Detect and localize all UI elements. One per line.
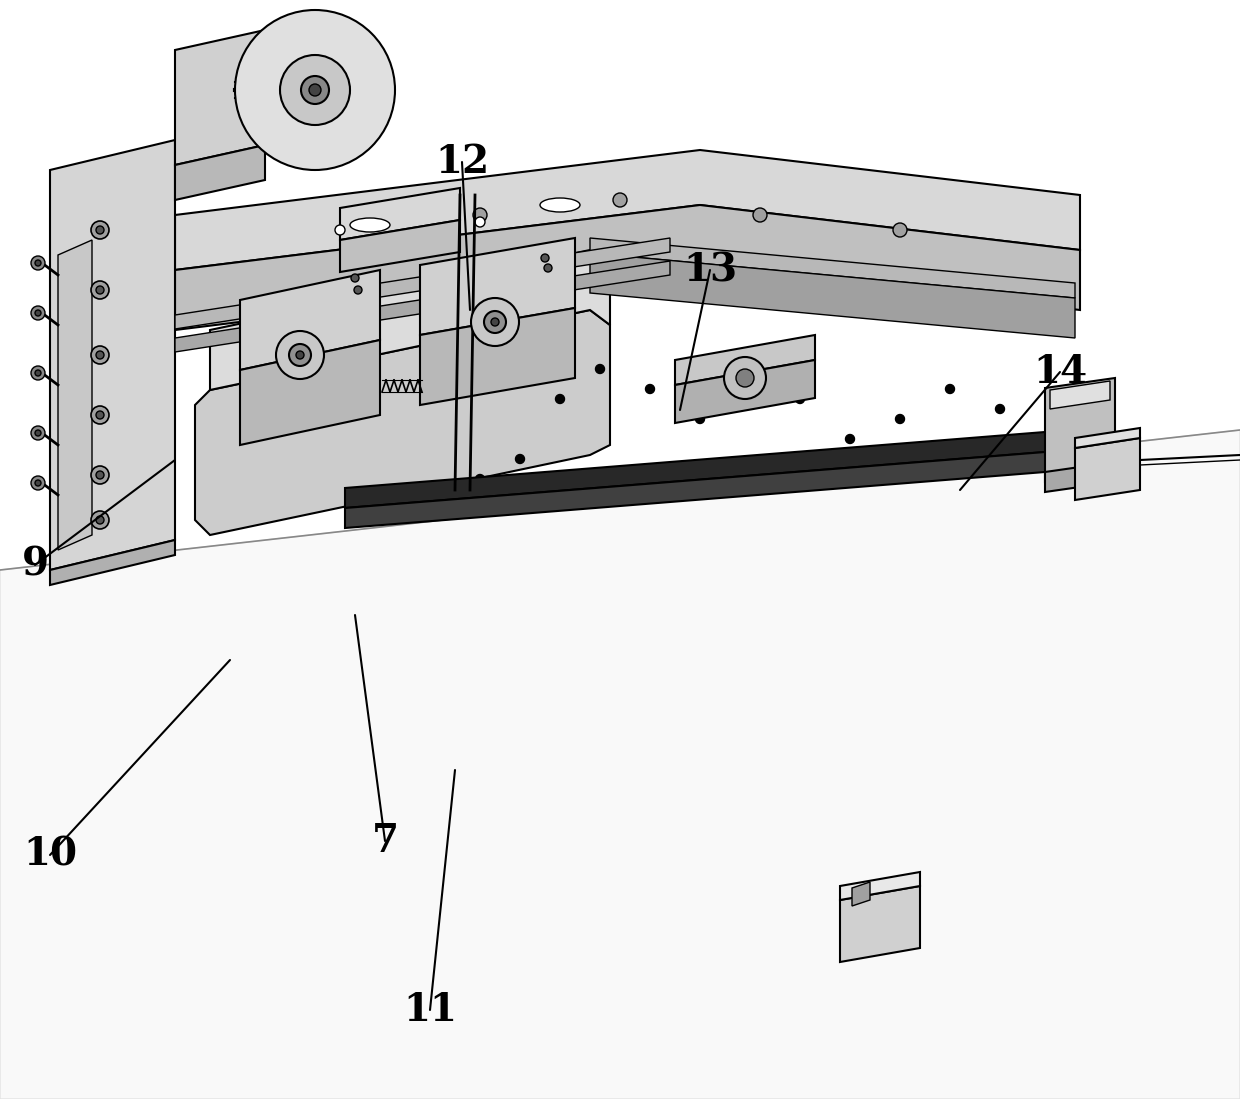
Polygon shape [1050,381,1110,409]
Polygon shape [340,188,460,240]
Polygon shape [175,30,265,165]
Circle shape [309,84,321,96]
Circle shape [35,370,41,376]
Polygon shape [1045,462,1115,492]
Circle shape [646,385,655,393]
Circle shape [95,471,104,479]
Circle shape [893,223,906,237]
Polygon shape [175,206,1080,330]
Circle shape [91,406,109,424]
Ellipse shape [539,198,580,212]
Circle shape [296,351,304,359]
Circle shape [31,476,45,490]
Text: 9: 9 [21,546,48,584]
Circle shape [91,221,109,238]
Polygon shape [420,238,575,335]
Circle shape [541,254,549,262]
Circle shape [796,395,805,403]
Circle shape [1095,404,1105,413]
Circle shape [696,414,704,423]
Circle shape [91,346,109,364]
Circle shape [753,208,768,222]
Polygon shape [675,335,815,385]
Circle shape [335,225,345,235]
Circle shape [95,286,104,295]
Ellipse shape [350,218,391,232]
Text: 10: 10 [22,836,77,874]
Circle shape [737,369,754,387]
Circle shape [945,385,955,393]
Polygon shape [590,238,1075,298]
Circle shape [91,466,109,484]
Circle shape [895,414,904,423]
Circle shape [301,76,329,104]
Circle shape [277,331,324,379]
Circle shape [724,357,766,399]
Polygon shape [241,270,379,370]
Circle shape [95,517,104,524]
Polygon shape [590,253,1075,338]
Text: 12: 12 [435,143,489,181]
Polygon shape [420,308,575,406]
Circle shape [35,310,41,317]
Polygon shape [241,340,379,445]
Polygon shape [175,260,670,352]
Circle shape [95,226,104,234]
Circle shape [544,264,552,271]
Polygon shape [1045,378,1115,482]
Circle shape [35,260,41,266]
Polygon shape [839,872,920,900]
Circle shape [472,208,487,222]
Polygon shape [210,249,610,390]
Circle shape [31,306,45,320]
Polygon shape [175,149,1080,270]
Polygon shape [58,240,92,550]
Circle shape [236,10,396,170]
Polygon shape [345,448,1095,528]
Polygon shape [195,310,610,535]
Circle shape [556,395,564,403]
Circle shape [91,511,109,529]
Text: 13: 13 [683,251,737,289]
Circle shape [484,311,506,333]
Polygon shape [50,540,175,585]
Circle shape [516,455,525,464]
Circle shape [745,375,754,384]
Circle shape [471,298,520,346]
Polygon shape [345,428,1095,508]
Polygon shape [1075,439,1140,500]
Circle shape [351,274,360,282]
Polygon shape [839,886,920,962]
Circle shape [996,404,1004,413]
Text: 7: 7 [372,822,398,861]
Circle shape [289,344,311,366]
Circle shape [31,366,45,380]
Circle shape [35,480,41,486]
Polygon shape [175,238,670,329]
Circle shape [280,55,350,125]
Circle shape [95,411,104,419]
Circle shape [475,475,485,484]
Polygon shape [340,220,460,271]
Polygon shape [675,360,815,423]
Polygon shape [1075,428,1140,448]
Circle shape [475,217,485,227]
Circle shape [1075,455,1085,464]
Text: 14: 14 [1033,353,1087,391]
Polygon shape [852,882,870,906]
Circle shape [595,365,605,374]
Text: 11: 11 [403,991,458,1029]
Circle shape [491,318,498,326]
Circle shape [35,430,41,436]
Circle shape [95,351,104,359]
Polygon shape [175,145,265,200]
Circle shape [31,426,45,440]
Circle shape [91,281,109,299]
Circle shape [613,193,627,207]
Polygon shape [50,140,175,570]
Circle shape [846,434,854,444]
Circle shape [31,256,45,270]
Circle shape [353,286,362,295]
Polygon shape [0,430,1240,1099]
